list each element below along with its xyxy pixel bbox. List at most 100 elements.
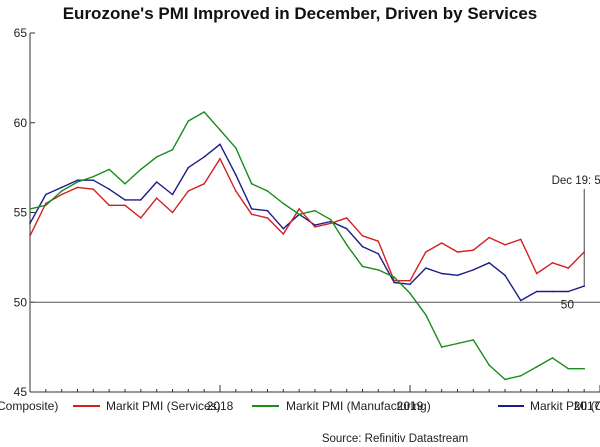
data-point	[203, 156, 205, 158]
data-point	[488, 236, 491, 239]
data-point	[456, 342, 459, 345]
data-point	[535, 290, 538, 293]
data-point	[535, 366, 538, 368]
data-point	[377, 253, 380, 255]
data-point	[488, 364, 491, 366]
data-point	[60, 186, 63, 189]
y-tick-label: 65	[14, 26, 28, 40]
data-point	[361, 245, 364, 248]
series-line-composite	[29, 143, 585, 302]
data-point	[92, 179, 95, 181]
data-point	[140, 199, 142, 201]
chart-overlays: 50 Dec 19: 50.9	[30, 175, 600, 311]
data-point	[520, 375, 522, 377]
data-point	[203, 183, 205, 185]
legend-label: Markit PMI (Manufacturing)	[286, 399, 431, 413]
data-point	[282, 202, 285, 205]
data-point	[92, 188, 95, 190]
data-point	[282, 227, 285, 230]
legend-item: Markit PMI (Composite)	[498, 399, 600, 413]
data-point	[472, 339, 475, 341]
data-point	[219, 143, 221, 146]
axes: 45 50 55 60 65 2018 2019 2017	[14, 26, 600, 413]
data-point	[440, 242, 443, 244]
data-point	[330, 218, 332, 221]
data-point	[92, 175, 95, 178]
data-point	[155, 156, 158, 158]
data-point	[409, 283, 411, 286]
data-point	[187, 190, 190, 192]
y-tick-label: 50	[14, 295, 28, 309]
data-point	[425, 267, 427, 269]
data-point	[124, 183, 126, 185]
data-point	[187, 120, 190, 122]
y-tick-label: 60	[14, 116, 28, 130]
data-point	[567, 290, 570, 293]
data-point	[76, 181, 79, 183]
data-point	[76, 179, 79, 181]
data-point	[551, 357, 554, 359]
data-point	[314, 209, 316, 212]
data-point	[298, 208, 301, 210]
data-point	[488, 262, 491, 264]
data-point	[29, 222, 31, 225]
data-point	[583, 367, 585, 370]
data-point	[393, 281, 396, 284]
data-point	[377, 240, 380, 242]
data-point	[187, 166, 190, 169]
data-point	[60, 193, 63, 196]
data-point	[393, 279, 396, 282]
data-point	[45, 193, 47, 196]
right-axis-label-50: 50	[561, 297, 575, 311]
data-point	[567, 267, 570, 269]
legend-item: Markit PMI (Services)	[73, 399, 221, 413]
data-point	[314, 226, 316, 228]
chart-title: Eurozone's PMI Improved in December, Dri…	[63, 4, 538, 23]
data-point	[155, 197, 158, 199]
data-point	[235, 147, 237, 149]
data-point	[235, 174, 237, 176]
data-point	[440, 272, 443, 275]
series-line-manufacturing	[29, 111, 585, 381]
data-point	[504, 378, 506, 381]
data-point	[425, 251, 427, 253]
data-point	[393, 276, 396, 278]
x-tick-label: 2019	[397, 399, 424, 413]
data-point	[266, 217, 269, 219]
data-point	[440, 346, 443, 348]
data-point	[171, 211, 174, 214]
data-point	[330, 222, 332, 225]
annotation-label: Dec 19: 50.9	[552, 175, 600, 187]
data-point	[456, 274, 459, 277]
data-point	[472, 269, 475, 271]
data-point	[124, 199, 126, 201]
data-point	[250, 208, 253, 210]
data-point	[108, 204, 110, 207]
data-point	[345, 227, 348, 230]
data-point	[504, 274, 506, 277]
data-point	[76, 186, 79, 189]
data-point	[124, 204, 126, 207]
data-point	[235, 190, 237, 192]
data-point	[29, 235, 31, 237]
source-note: Source: Refinitiv Datastream	[322, 433, 468, 445]
data-point	[535, 272, 538, 275]
data-point	[409, 279, 411, 282]
data-point	[520, 299, 522, 302]
data-point	[108, 188, 110, 190]
legend-label: Markit PMI (Services)	[106, 399, 221, 413]
data-point	[250, 213, 253, 216]
series-line-services	[29, 157, 585, 282]
data-point	[377, 269, 380, 271]
data-point	[409, 292, 411, 295]
legend-label: Markit PMI (Composite)	[530, 399, 600, 413]
data-point	[456, 251, 459, 253]
data-point	[45, 202, 47, 205]
data-point	[171, 148, 174, 151]
data-point	[45, 204, 47, 207]
data-point	[551, 290, 554, 293]
data-point	[520, 238, 522, 241]
data-point	[219, 157, 221, 160]
